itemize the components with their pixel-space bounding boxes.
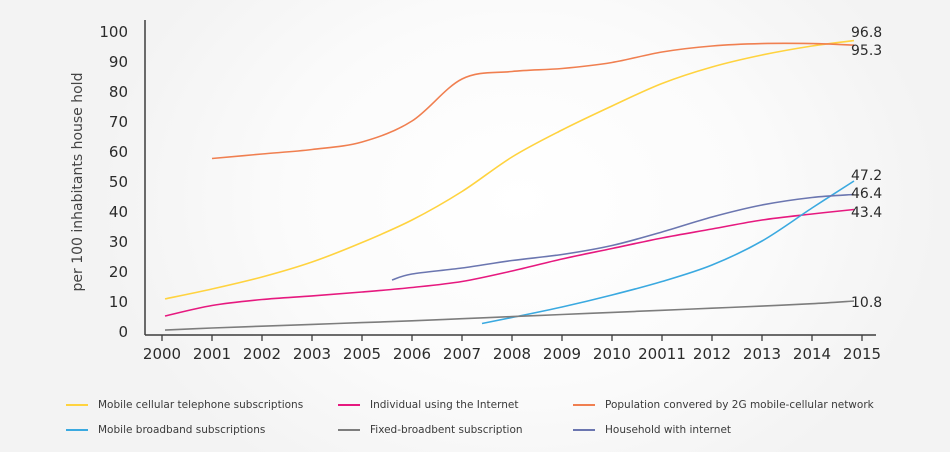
x-tick-label: 2009 [543, 345, 581, 363]
y-tick-label: 20 [109, 263, 128, 281]
legend-item-mobile-broadband-subscriptions: Mobile broadband subscriptions [66, 423, 338, 437]
y-tick-label: 0 [118, 323, 128, 341]
line-chart: 0 10 20 30 40 50 60 70 80 90 100 2000 2001 2002 2003 2… [70, 20, 882, 363]
end-value-label: 95.3 [851, 43, 882, 59]
x-tick-label: 2000 [143, 345, 181, 363]
series-line-population-convered-by-2g-mobile-cellular-network [211, 42, 855, 160]
y-tick-label: 50 [109, 173, 128, 191]
series-line-fixed-broadbent-subscription [164, 300, 855, 331]
end-value-label: 47.2 [851, 168, 882, 184]
x-tick-label: 2006 [393, 345, 431, 363]
series-line-mobile-cellular-telephone-subscriptions [164, 39, 855, 300]
series-line-household-with-internet [391, 193, 855, 281]
legend-swatch [66, 429, 88, 431]
legend: Mobile cellular telephone subscriptions I… [66, 398, 926, 437]
legend-item-household-with-internet: Household with internet [573, 423, 913, 437]
legend-label: Household with internet [605, 424, 732, 436]
x-tick-label: 2012 [693, 345, 731, 363]
x-tick-label: 2002 [243, 345, 281, 363]
legend-swatch [338, 404, 360, 406]
series-line-mobile-broadband-subscriptions [481, 180, 855, 325]
legend-item-fixed-broadbent-subscription: Fixed-broadbent subscription [338, 423, 573, 437]
y-tick-label: 90 [109, 53, 128, 71]
x-tick-label: 2014 [793, 345, 831, 363]
legend-swatch [573, 404, 595, 406]
legend-label: Fixed-broadbent subscription [370, 424, 523, 436]
x-tick-label: 2008 [493, 345, 531, 363]
legend-item-individual-using-the-internet: Individual using the Internet [338, 398, 573, 412]
y-tick-label: 100 [99, 23, 128, 41]
legend-label: Individual using the Internet [370, 399, 519, 411]
legend-label: Mobile cellular telephone subscriptions [98, 399, 304, 411]
y-tick-label: 10 [109, 293, 128, 311]
x-tick-label: 2001 [193, 345, 231, 363]
end-value-label: 46.4 [851, 186, 882, 202]
y-tick-label: 80 [109, 83, 128, 101]
x-tick-label: 2005 [343, 345, 381, 363]
legend-label: Population convered by 2G mobile-cellula… [605, 399, 874, 411]
y-tick-label: 40 [109, 203, 128, 221]
legend-item-mobile-cellular-telephone-subscriptions: Mobile cellular telephone subscriptions [66, 398, 338, 412]
axes [144, 20, 876, 336]
end-value-label: 10.8 [851, 295, 882, 311]
y-tick-label: 70 [109, 113, 128, 131]
y-tick-label: 60 [109, 143, 128, 161]
y-tick-label: 30 [109, 233, 128, 251]
legend-swatch [338, 429, 360, 431]
y-axis-label: per 100 inhabitants house hold [70, 73, 86, 292]
end-value-label: 96.8 [851, 25, 882, 41]
legend-swatch [66, 404, 88, 406]
legend-label: Mobile broadband subscriptions [98, 424, 266, 436]
end-value-label: 43.4 [851, 205, 882, 221]
x-tick-label: 20011 [638, 345, 686, 363]
legend-swatch [573, 429, 595, 431]
x-tick-label: 2013 [743, 345, 781, 363]
series-line-individual-using-the-internet [164, 208, 855, 317]
x-tick-label: 2015 [843, 345, 881, 363]
legend-item-population-convered-by-2g-mobile-cellular-network: Population convered by 2G mobile-cellula… [573, 398, 913, 412]
x-tick-label: 2007 [443, 345, 481, 363]
x-tick-label: 2010 [593, 345, 631, 363]
x-tick-label: 2003 [293, 345, 331, 363]
